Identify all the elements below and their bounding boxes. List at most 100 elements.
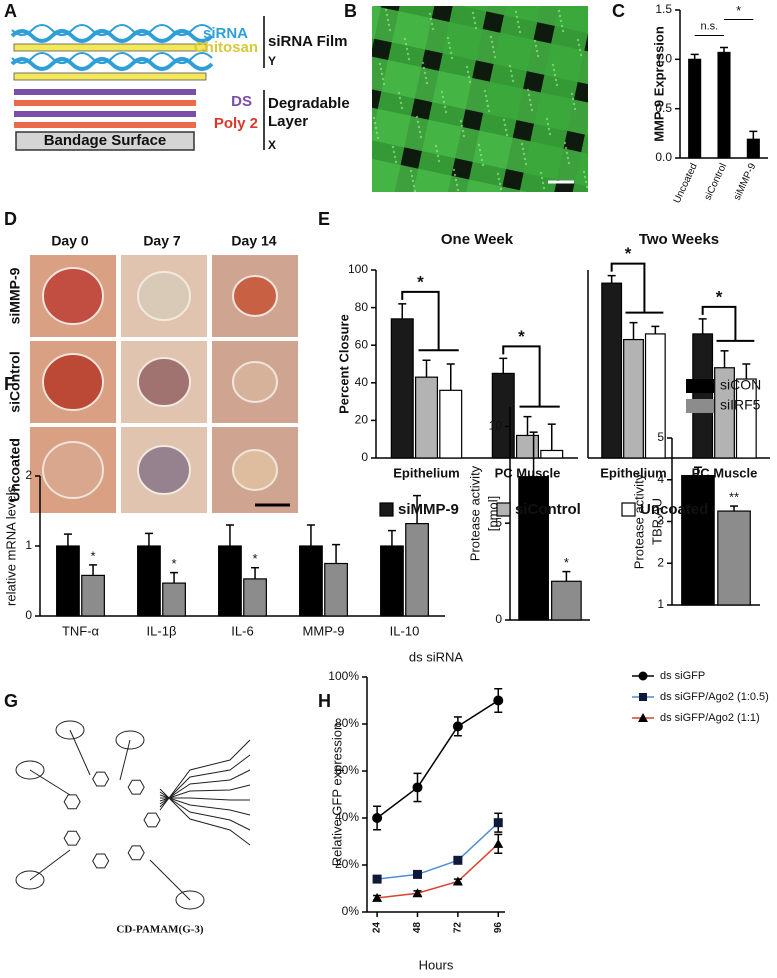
- linker: [29, 769, 71, 796]
- y-tick-label: 10: [489, 419, 503, 433]
- significance: *: [91, 548, 96, 563]
- speckle: [444, 110, 448, 114]
- y-tick-label: 1: [25, 538, 32, 552]
- speckle: [485, 99, 489, 103]
- legend-marker: [639, 693, 647, 701]
- mesh-fiber: [372, 144, 588, 192]
- sugar-ring: [127, 845, 145, 861]
- wound: [137, 357, 191, 407]
- data-line: [377, 843, 499, 899]
- dendron: [159, 784, 251, 802]
- linker: [69, 729, 91, 776]
- y-axis-label: TBR AU: [649, 498, 664, 545]
- bar: [518, 476, 549, 621]
- legend-swatch: [379, 502, 394, 517]
- speckle: [577, 43, 581, 47]
- speckle: [520, 142, 524, 146]
- speckle: [529, 103, 533, 107]
- speckle: [435, 149, 439, 153]
- x-tick-label: 72: [453, 922, 464, 934]
- chart-title: ds siRNA: [409, 649, 464, 664]
- significance-bracket: [610, 262, 664, 314]
- x-axis-label: Hours: [419, 957, 454, 972]
- x-tick-label: 48: [412, 922, 423, 934]
- y-tick-label: 5: [657, 430, 664, 444]
- speckle: [540, 176, 544, 180]
- speckle: [558, 14, 562, 18]
- y-tick-label: 1.5: [655, 2, 672, 16]
- y-tick-label: 2: [657, 555, 664, 569]
- speckle: [571, 97, 575, 101]
- bar: [688, 58, 702, 159]
- speckle: [436, 154, 440, 158]
- speckle: [400, 106, 404, 110]
- speckle: [418, 130, 422, 134]
- x-tick-label: 96: [493, 922, 504, 934]
- speckle: [567, 161, 571, 165]
- x-tick-label: IL-1β: [147, 623, 177, 638]
- speckle: [380, 72, 384, 76]
- y-tick-label: 1: [657, 597, 664, 611]
- speckle: [576, 38, 580, 42]
- speckle: [429, 17, 433, 21]
- speckle: [530, 108, 534, 112]
- wound: [232, 449, 278, 491]
- speckle: [523, 157, 527, 161]
- speckle: [473, 21, 477, 25]
- y-tick-label: 0: [25, 608, 32, 622]
- label: siRNA Film: [268, 33, 347, 50]
- speckle: [564, 146, 568, 150]
- speckle: [578, 48, 582, 52]
- y-tick-label: 3: [657, 514, 664, 528]
- significance: *: [736, 3, 741, 18]
- mesh-fiber: [507, 6, 588, 192]
- speckle: [516, 20, 520, 24]
- speckle: [481, 163, 485, 167]
- dendron: [159, 739, 251, 811]
- speckle: [504, 128, 508, 132]
- speckle: [480, 158, 484, 162]
- speckle: [553, 73, 557, 77]
- speckle: [373, 121, 377, 125]
- speckle: [385, 13, 389, 17]
- legend-label: siMMP-9: [398, 501, 459, 518]
- speckle: [409, 169, 413, 173]
- y-tick-label: 80: [355, 300, 369, 314]
- dendron: [159, 788, 251, 846]
- speckle: [384, 8, 388, 12]
- speckle: [443, 105, 447, 109]
- bar: [746, 138, 760, 159]
- speckle: [422, 66, 426, 70]
- significance: n.s.: [700, 20, 718, 32]
- data-line: [376, 699, 499, 819]
- speckle: [424, 76, 428, 80]
- marker: [493, 818, 503, 828]
- bar: [243, 578, 267, 617]
- speckle: [573, 107, 577, 111]
- speckle: [554, 78, 558, 82]
- wound-photos: [30, 255, 298, 513]
- bar: [540, 449, 564, 459]
- bar: [218, 545, 242, 617]
- legend-label: siCON: [720, 377, 761, 393]
- speckle: [548, 132, 552, 136]
- speckle: [474, 26, 478, 30]
- linker: [149, 859, 191, 901]
- wound: [232, 361, 278, 403]
- speckle: [522, 152, 526, 156]
- speckle: [585, 185, 588, 189]
- bar: [414, 376, 439, 459]
- speckle: [546, 122, 550, 126]
- speckle: [407, 57, 411, 61]
- bar: [681, 474, 715, 606]
- speckle: [559, 19, 563, 23]
- y-tick-label: 100: [348, 262, 368, 276]
- label: Y: [268, 54, 276, 68]
- x-tick-label: siMMP-9: [732, 161, 759, 202]
- speckle: [410, 174, 414, 178]
- x-tick-label: IL-6: [231, 623, 253, 638]
- panel-label: E: [318, 209, 330, 229]
- speckle: [372, 6, 374, 8]
- speckle: [372, 116, 376, 120]
